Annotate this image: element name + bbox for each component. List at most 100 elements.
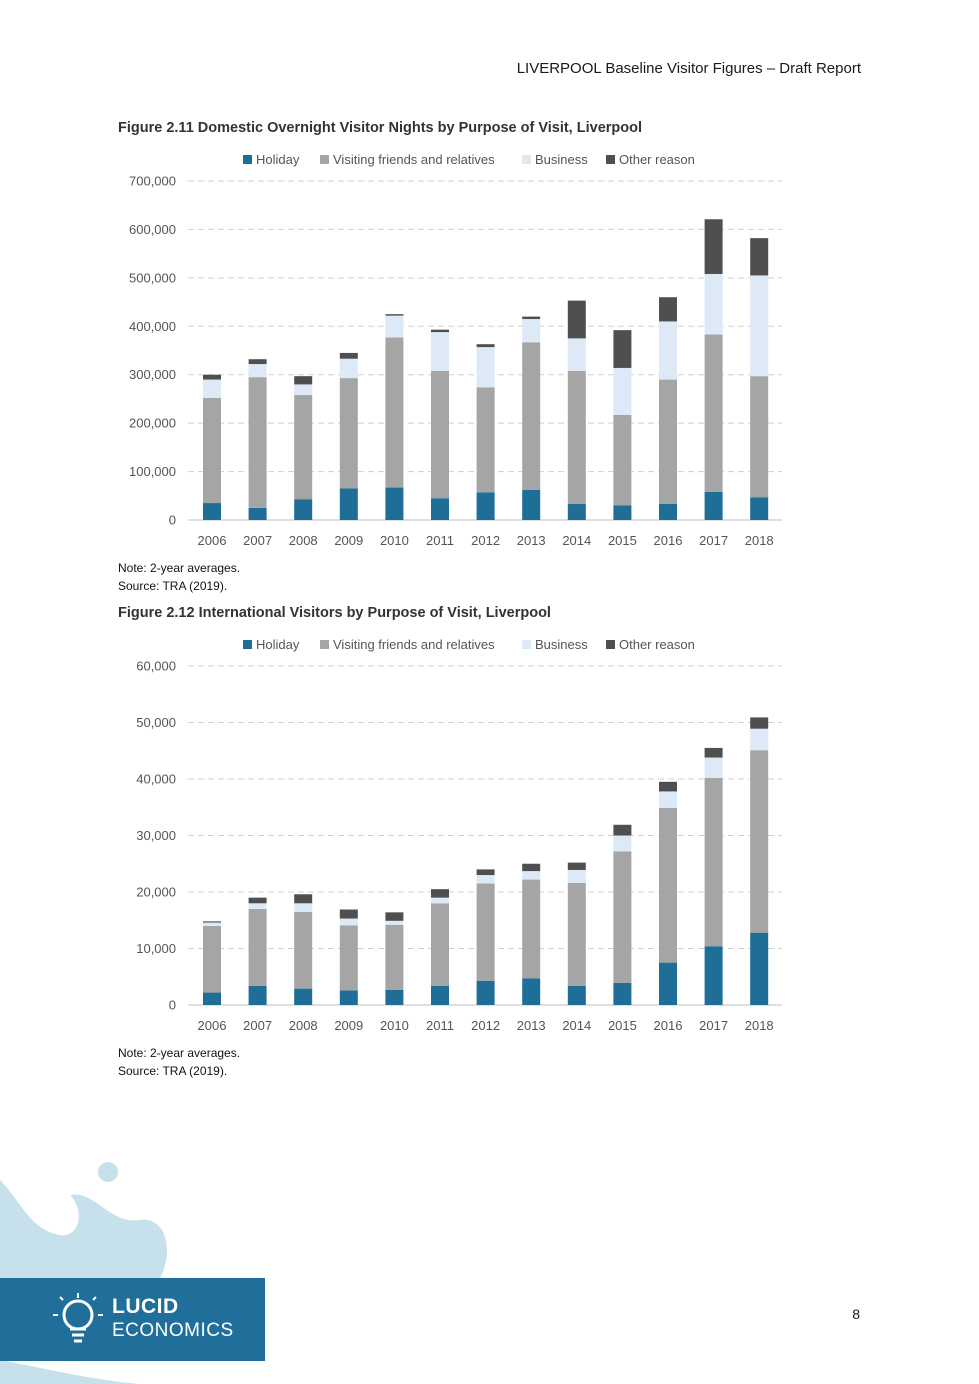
y-tick-label: 0	[169, 998, 176, 1013]
report-header: LIVERPOOL Baseline Visitor Figures – Dra…	[516, 60, 861, 77]
bar-segment-other-2006	[203, 374, 221, 380]
x-tick-label: 2017	[699, 1018, 728, 1033]
y-tick-label: 300,000	[129, 367, 176, 382]
x-tick-label: 2006	[198, 1018, 227, 1033]
legend-item-holiday: Holiday	[243, 152, 299, 167]
legend-item-holiday: Holiday	[243, 637, 299, 652]
bar-segment-vfr-2007	[248, 908, 267, 986]
bar-segment-other-2013	[522, 316, 541, 320]
x-tick-label: 2012	[471, 533, 500, 548]
legend-swatch-other	[606, 155, 615, 164]
bar-segment-vfr-2017	[704, 334, 723, 492]
legend-item-vfr: Visiting friends and relatives	[320, 152, 495, 167]
bar-segment-other-2006	[203, 921, 221, 923]
bar-segment-business-2014	[567, 869, 586, 883]
bar-segment-business-2016	[659, 791, 677, 808]
bar-segment-other-2011	[431, 329, 449, 333]
bar-segment-vfr-2007	[248, 377, 267, 508]
bar-segment-holiday-2012	[476, 980, 495, 1005]
bar-segment-vfr-2017	[704, 777, 723, 947]
bar-segment-business-2008	[294, 903, 313, 912]
lightbulb-icon	[53, 1293, 103, 1343]
bar-segment-other-2007	[248, 897, 267, 904]
bar-segment-vfr-2013	[522, 879, 541, 979]
x-tick-label: 2016	[654, 533, 683, 548]
bar-segment-vfr-2016	[659, 379, 677, 505]
x-tick-label: 2011	[426, 1018, 454, 1033]
legend-item-business: Business	[522, 637, 588, 652]
bar-segment-business-2014	[567, 338, 586, 371]
bar-segment-other-2010	[385, 912, 404, 921]
figure-1-note: Note: 2-year averages. Source: TRA (2019…	[118, 559, 240, 595]
bar-segment-holiday-2009	[339, 488, 358, 520]
bar-segment-vfr-2016	[659, 807, 677, 963]
bar-segment-other-2012	[476, 869, 495, 876]
figure-2-title: Figure 2.12 International Visitors by Pu…	[118, 605, 551, 621]
x-tick-label: 2014	[562, 1018, 591, 1033]
bar-segment-business-2006	[203, 922, 221, 926]
x-tick-label: 2010	[380, 533, 409, 548]
y-tick-label: 100,000	[129, 464, 176, 479]
legend-item-vfr: Visiting friends and relatives	[320, 637, 495, 652]
x-tick-label: 2017	[699, 533, 728, 548]
y-tick-label: 200,000	[129, 416, 176, 431]
bar-segment-business-2011	[431, 332, 449, 371]
bar-segment-vfr-2006	[203, 925, 221, 993]
bar-segment-vfr-2011	[431, 903, 449, 986]
figure-2-chart: 0 10,000 20,000 30,000 40,000 50,000 60,000 200…	[136, 659, 782, 1033]
figure-2-note-text: Note: 2-year averages.	[118, 1046, 241, 1060]
bar-segment-business-2017	[704, 757, 723, 778]
bar-segment-vfr-2015	[613, 414, 632, 506]
bar-segment-holiday-2011	[431, 985, 449, 1005]
legend-swatch-business	[522, 640, 531, 649]
bar-segment-other-2009	[339, 352, 358, 359]
y-tick-label: 10,000	[136, 941, 176, 956]
x-tick-label: 2008	[289, 1018, 318, 1033]
bar-segment-other-2018	[750, 717, 769, 729]
bar-segment-other-2009	[339, 909, 358, 919]
x-tick-label: 2011	[426, 533, 454, 548]
x-tick-label: 2013	[517, 533, 546, 548]
bar-segment-vfr-2012	[476, 883, 495, 981]
bar-segment-other-2011	[431, 889, 449, 898]
x-tick-label: 2007	[243, 1018, 272, 1033]
bar-segment-business-2018	[750, 728, 769, 751]
y-tick-label: 500,000	[129, 270, 176, 285]
bar-segment-vfr-2014	[567, 370, 586, 505]
bar-segment-business-2008	[294, 384, 313, 396]
bar-segment-vfr-2015	[613, 851, 632, 983]
bar-segment-holiday-2006	[203, 992, 221, 1005]
logo-text-lucid: LUCID	[112, 1295, 179, 1318]
bar-segment-holiday-2014	[567, 504, 586, 520]
legend-label-other: Other reason	[619, 152, 695, 167]
legend-swatch-business	[522, 155, 531, 164]
legend-label-vfr: Visiting friends and relatives	[333, 152, 495, 167]
bar-segment-vfr-2009	[339, 925, 358, 991]
bar-segment-holiday-2015	[613, 505, 632, 520]
bar-segment-holiday-2018	[750, 497, 769, 520]
legend-item-other: Other reason	[606, 637, 695, 652]
bar-segment-business-2015	[613, 367, 632, 415]
bar-segment-other-2015	[613, 330, 632, 368]
bar-segment-other-2008	[294, 376, 313, 385]
legend-swatch-other	[606, 640, 615, 649]
bar-segment-business-2010	[385, 315, 404, 338]
bar-segment-holiday-2007	[248, 507, 267, 520]
legend-label-business: Business	[535, 637, 588, 652]
bar-segment-holiday-2008	[294, 988, 313, 1005]
x-tick-label: 2010	[380, 1018, 409, 1033]
bar-segment-business-2012	[476, 875, 495, 884]
figure-1-chart: 0 100,000 200,000 300,000 400,000 500,000 600,…	[129, 174, 782, 548]
y-tick-label: 60,000	[136, 659, 176, 674]
figure-2-note: Note: 2-year averages. Source: TRA (2019…	[118, 1044, 240, 1080]
bar-segment-holiday-2006	[203, 503, 221, 520]
bar-segment-holiday-2017	[704, 491, 723, 520]
bar-segment-holiday-2015	[613, 982, 632, 1005]
bar-segment-vfr-2006	[203, 397, 221, 504]
bar-segment-holiday-2012	[476, 492, 495, 520]
bar-segment-vfr-2009	[339, 378, 358, 489]
logo-text-economics: ECONOMICS	[112, 1320, 234, 1341]
bar-segment-business-2010	[385, 920, 404, 925]
x-tick-label: 2016	[654, 1018, 683, 1033]
bar-segment-other-2016	[659, 781, 677, 792]
